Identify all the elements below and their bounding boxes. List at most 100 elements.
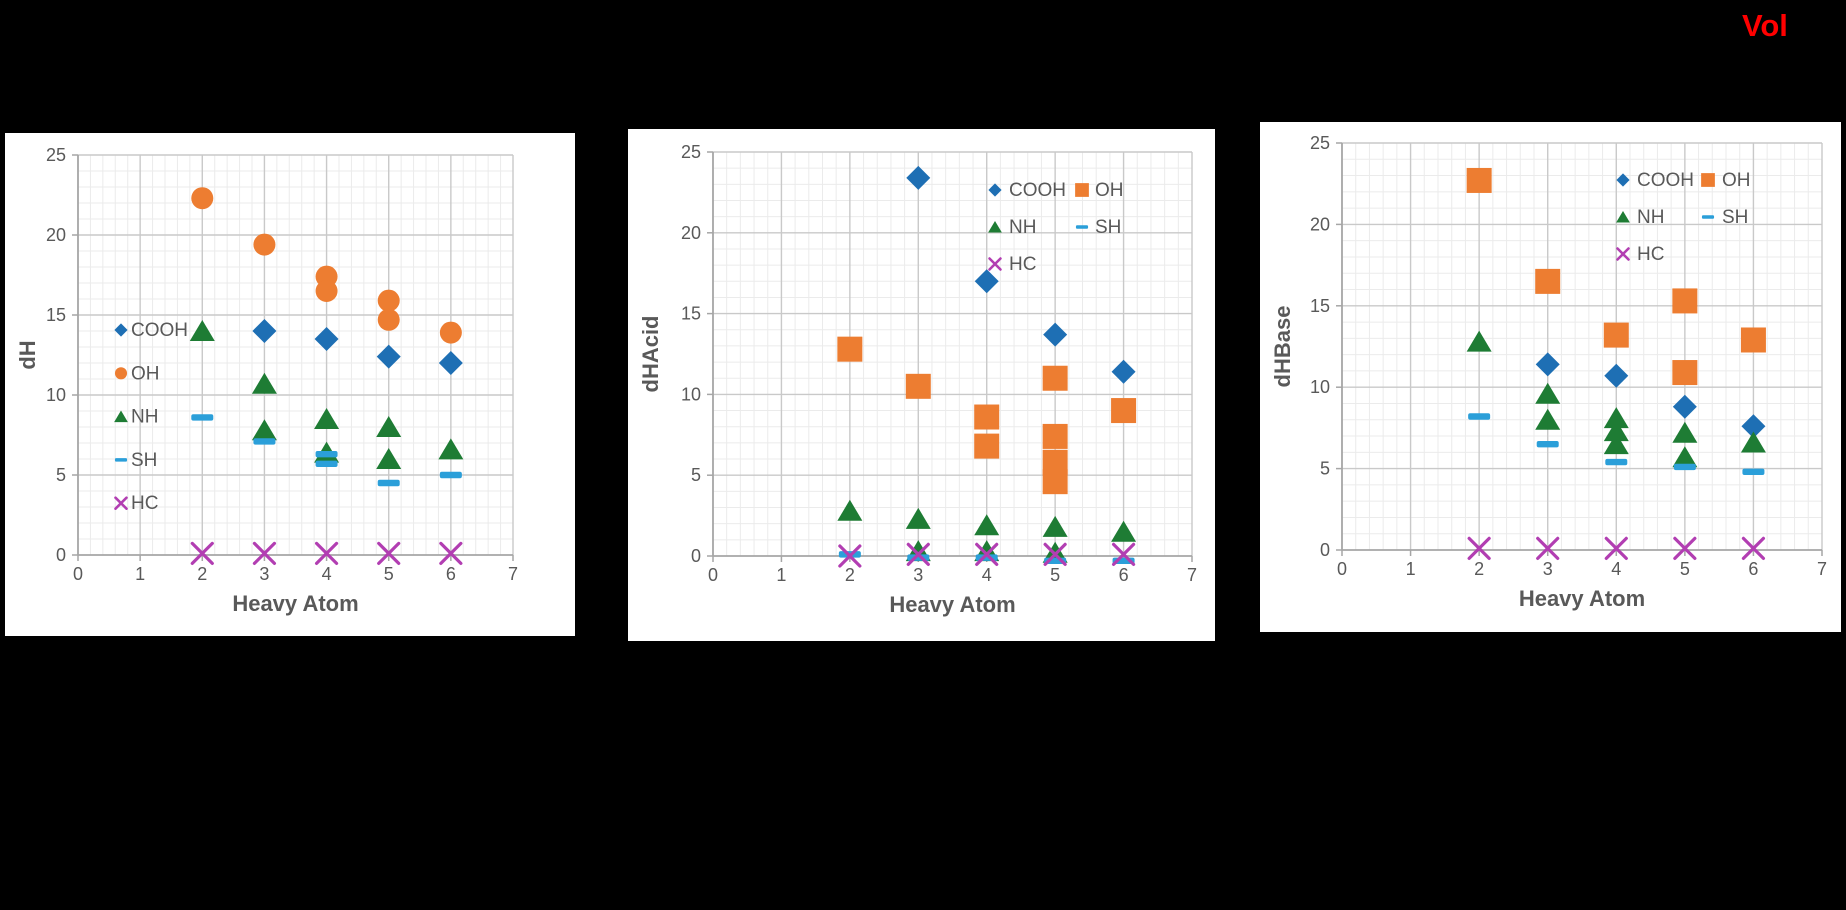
data-point-SH [315,451,338,458]
x-tick-label: 1 [776,565,786,585]
legend-label-HC: HC [131,493,158,514]
legend-icon-HC [988,257,1002,271]
data-point-OH [905,373,931,399]
x-tick-label: 7 [508,564,518,584]
x-tick-label: 6 [1748,559,1758,579]
data-point-COOH [1604,363,1629,388]
legend: COOH OH NH SH HC [988,180,1124,275]
legend-icon-SH [1701,215,1715,219]
data-point-HC [1467,536,1491,560]
legend-label-SH: SH [131,450,157,471]
legend-label-COOH: COOH [1637,170,1694,191]
data-point-COOH [1672,394,1697,419]
data-point-SH [1468,413,1491,420]
data-point-NH [974,514,1000,536]
data-point-OH [1042,365,1068,391]
data-point-NH [376,416,402,437]
data-point-COOH [314,327,339,351]
legend-label-OH: OH [1095,180,1124,201]
legend-label-SH: SH [1722,207,1748,228]
axes: 0 1 2 3 4 5 6 7 0 5 10 15 20 25 [1310,133,1827,579]
legend-label-NH: NH [1637,207,1664,228]
scatter-chart-dh: 0 1 2 3 4 5 6 7 0 5 10 15 20 25 Heavy Atom dH COOH OH NH SH… [15,145,518,616]
y-tick-label: 20 [46,225,66,245]
data-point-NH [1111,520,1137,542]
data-point-HC [1043,542,1067,566]
data-point-COOH [974,269,999,294]
data-point-OH [439,321,462,344]
x-axis-title: Heavy Atom [889,592,1015,617]
gridlines [1342,142,1823,550]
data-point-HC [1673,536,1697,560]
y-tick-label: 20 [1310,214,1330,234]
x-tick-label: 2 [1474,559,1484,579]
data-point-HC [439,541,463,565]
legend: COOH OH NH SH HC [114,320,188,514]
chart-panel-dhacid[interactable]: 0 1 2 3 4 5 6 7 0 5 10 15 20 25 Heavy Atom dHAcid COOH OH… [628,129,1215,641]
legend-icon-NH [114,410,128,423]
x-tick-label: 0 [708,565,718,585]
legend-icon-COOH [114,323,128,337]
data-point-NH [1535,382,1561,404]
data-point-COOH [1111,359,1136,384]
data-point-HC [1536,536,1560,560]
legend: COOH OH NH SH HC [1616,170,1751,265]
data-point-HC [906,542,930,566]
y-tick-label: 10 [1310,377,1330,397]
x-tick-label: 7 [1817,559,1827,579]
x-tick-label: 0 [73,564,83,584]
data-point-NH [1042,515,1068,537]
data-point-NH [1535,408,1561,430]
y-tick-label: 10 [46,385,66,405]
data-point-SH [253,438,276,445]
data-point-OH [974,433,1000,459]
data-point-NH [1672,446,1698,468]
data-point-HC [1604,536,1628,560]
data-point-NH [1740,431,1766,453]
data-point-HC [838,544,862,568]
y-axis-title: dHBase [1270,306,1295,388]
data-point-SH [377,479,400,487]
data-point-OH [315,280,338,302]
y-tick-label: 5 [1320,459,1330,479]
data-point-NH [1603,433,1629,455]
data-point-NH [251,419,277,441]
data-point-OH [191,187,214,210]
axes: 0 1 2 3 4 5 6 7 0 5 10 15 20 25 [46,145,518,584]
data-point-OH [1535,268,1561,294]
series-SH [1468,413,1765,476]
chart-panel-dh[interactable]: 0 1 2 3 4 5 6 7 0 5 10 15 20 25 Heavy Atom dH COOH OH NH SH… [5,133,575,636]
scatter-chart-dhbase: 0 1 2 3 4 5 6 7 0 5 10 15 20 25 Heavy Atom dHBase COOH OH… [1270,133,1827,611]
data-point-OH [1042,423,1068,449]
data-point-SH [191,414,214,421]
data-point-OH [837,336,863,362]
x-tick-label: 4 [982,565,992,585]
x-tick-label: 5 [1680,559,1690,579]
data-point-OH [1672,288,1698,314]
series-COOH [1535,352,1766,439]
data-point-SH [1742,468,1765,476]
chart-panel-dhbase[interactable]: 0 1 2 3 4 5 6 7 0 5 10 15 20 25 Heavy Atom dHBase COOH OH… [1260,122,1841,632]
series-OH [1466,167,1766,386]
data-point-OH [1740,327,1766,353]
legend-label-NH: NH [1009,217,1036,238]
legend-label-OH: OH [131,363,160,384]
y-axis-title: dH [15,340,40,369]
data-point-COOH [1535,352,1560,377]
scatter-chart-dhacid: 0 1 2 3 4 5 6 7 0 5 10 15 20 25 Heavy Atom dHAcid COOH OH… [638,142,1197,617]
data-point-OH [1042,469,1068,495]
x-tick-label: 3 [259,564,269,584]
x-axis-title: Heavy Atom [232,591,358,616]
data-point-HC [975,542,999,566]
data-point-COOH [1043,322,1068,347]
y-tick-label: 5 [691,465,701,485]
legend-label-COOH: COOH [131,320,188,341]
y-tick-label: 5 [56,465,66,485]
data-point-SH [1673,463,1696,471]
series-HC [190,541,463,565]
x-tick-label: 1 [1406,559,1416,579]
y-tick-label: 15 [1310,296,1330,316]
axes: 0 1 2 3 4 5 6 7 0 5 10 15 20 25 [681,142,1197,585]
data-point-COOH [1741,414,1766,439]
